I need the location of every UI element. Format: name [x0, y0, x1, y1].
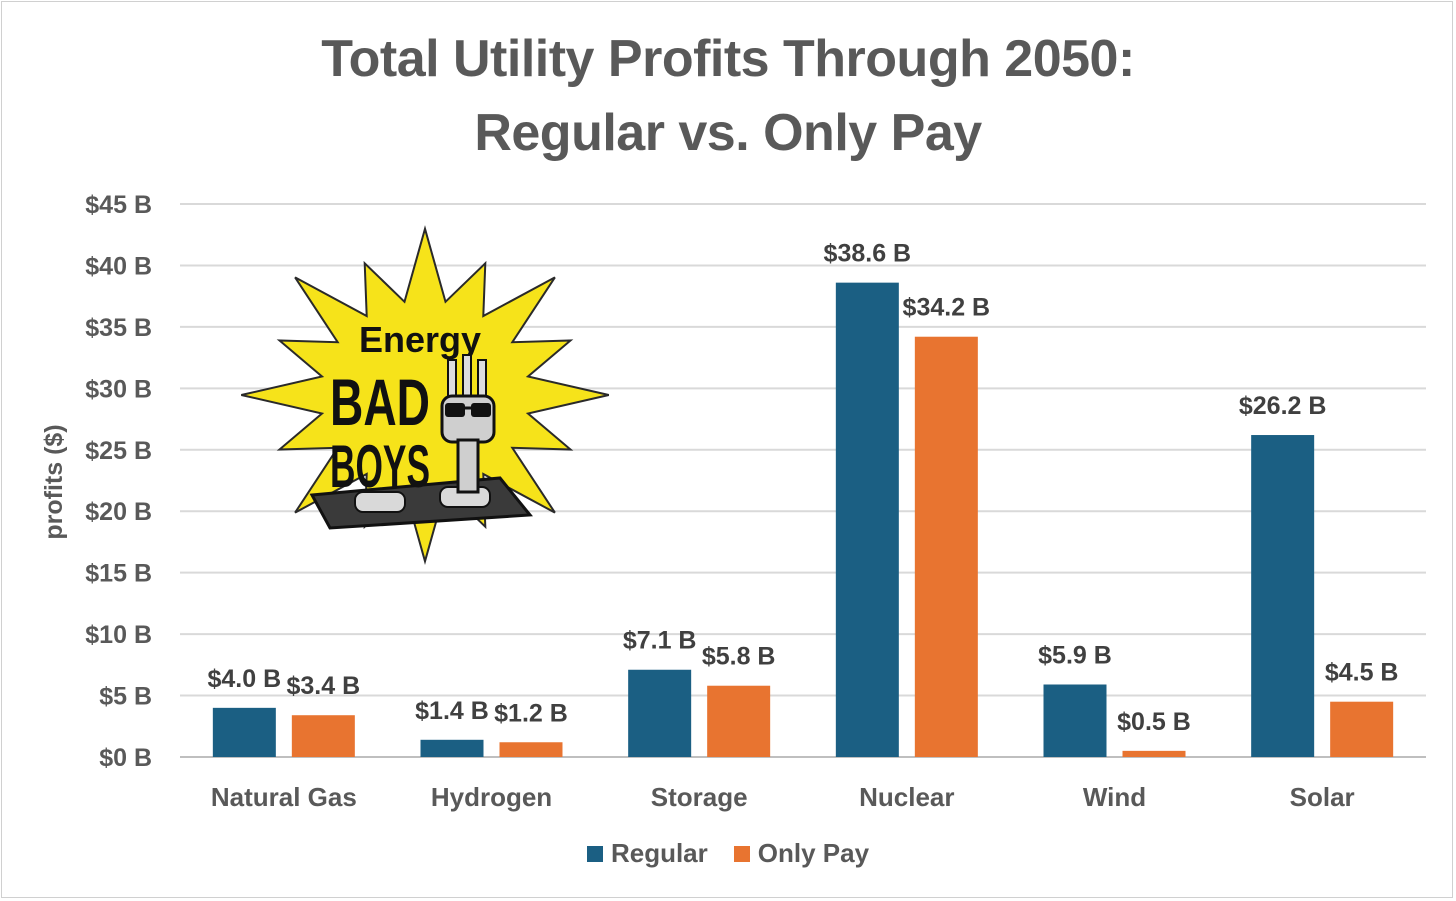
data-labels: $4.0 B $3.4 B $1.4 B $1.2 B $7.1 B$5.8 B $38.…	[207, 240, 1398, 736]
bar-regular	[212, 707, 276, 757]
y-tick-label: $45 B	[85, 191, 152, 219]
data-label: $4.5 B	[1325, 659, 1399, 687]
bar-only-pay	[1330, 701, 1394, 757]
bar-regular	[1251, 435, 1315, 757]
bar-regular	[628, 669, 692, 757]
data-label: $34.2 B	[903, 294, 991, 322]
bar-regular	[835, 282, 899, 757]
logo-text-energy: Energy	[359, 319, 481, 360]
data-label: $1.2 B	[494, 699, 568, 727]
category-label: Solar	[1290, 782, 1355, 812]
outlet-slot-icon	[354, 491, 406, 513]
y-tick-label: $25 B	[85, 437, 152, 465]
data-label: $0.5 B	[1117, 708, 1191, 736]
logo-text-boys: BOYS	[330, 433, 430, 500]
starburst-icon	[241, 225, 610, 566]
title-line-2: Regular vs. Only Pay	[474, 104, 982, 162]
legend-label-only-pay: Only Pay	[757, 838, 870, 868]
bar-only-pay	[707, 685, 771, 757]
legend-swatch-regular	[586, 845, 603, 862]
bar-only-pay	[499, 742, 563, 757]
y-tick-label: $15 B	[85, 560, 152, 588]
y-tick-label: $30 B	[85, 375, 152, 403]
data-label: $4.0 B	[207, 665, 281, 693]
category-label: Nuclear	[859, 782, 954, 812]
title-line-1: Total Utility Profits Through 2050:	[321, 30, 1135, 88]
y-tick-label: $20 B	[85, 498, 152, 526]
data-label: $26.2 B	[1239, 392, 1327, 420]
data-label: $38.6 B	[824, 240, 912, 268]
legend-item-regular: Regular	[586, 838, 708, 869]
data-label: $5.8 B	[702, 643, 776, 671]
category-label: Wind	[1083, 782, 1146, 812]
legend-swatch-only-pay	[733, 845, 750, 862]
data-label: $3.4 B	[286, 672, 360, 700]
legend-item-only-pay: Only Pay	[733, 838, 870, 869]
bar-only-pay	[1122, 750, 1186, 757]
data-label: $7.1 B	[623, 627, 697, 655]
bar-only-pay	[291, 715, 355, 757]
energy-bad-boys-logo: Energy BAD BOYS	[241, 225, 610, 566]
bar-only-pay	[914, 336, 978, 757]
y-axis-label: profits ($)	[40, 424, 68, 539]
chart-title: Total Utility Profits Through 2050: Regu…	[0, 22, 1456, 170]
bar-regular	[420, 739, 484, 757]
logo-text-bad: BAD	[330, 365, 430, 439]
category-label: Hydrogen	[431, 782, 552, 812]
y-tick-label: $5 B	[99, 683, 152, 711]
category-label: Natural Gas	[211, 782, 357, 812]
bar-regular	[1043, 684, 1107, 757]
y-tick-label: $0 B	[99, 744, 152, 772]
bars	[212, 282, 1394, 757]
y-tick-label: $40 B	[85, 252, 152, 280]
y-tick-labels: $0 B $5 B $10 B $15 B $20 B $25 B $30 B $35 B $4…	[85, 191, 152, 772]
legend-label-regular: Regular	[610, 838, 708, 868]
data-label: $5.9 B	[1038, 641, 1112, 669]
data-label: $1.4 B	[415, 697, 489, 725]
y-tick-label: $35 B	[85, 314, 152, 342]
category-label: Storage	[651, 782, 748, 812]
legend: Regular Only Pay	[0, 838, 1456, 869]
category-labels: Natural Gas Hydrogen Storage Nuclear Wind Sol…	[211, 782, 1355, 812]
y-tick-label: $10 B	[85, 621, 152, 649]
plug-mascot-icon	[440, 354, 496, 494]
